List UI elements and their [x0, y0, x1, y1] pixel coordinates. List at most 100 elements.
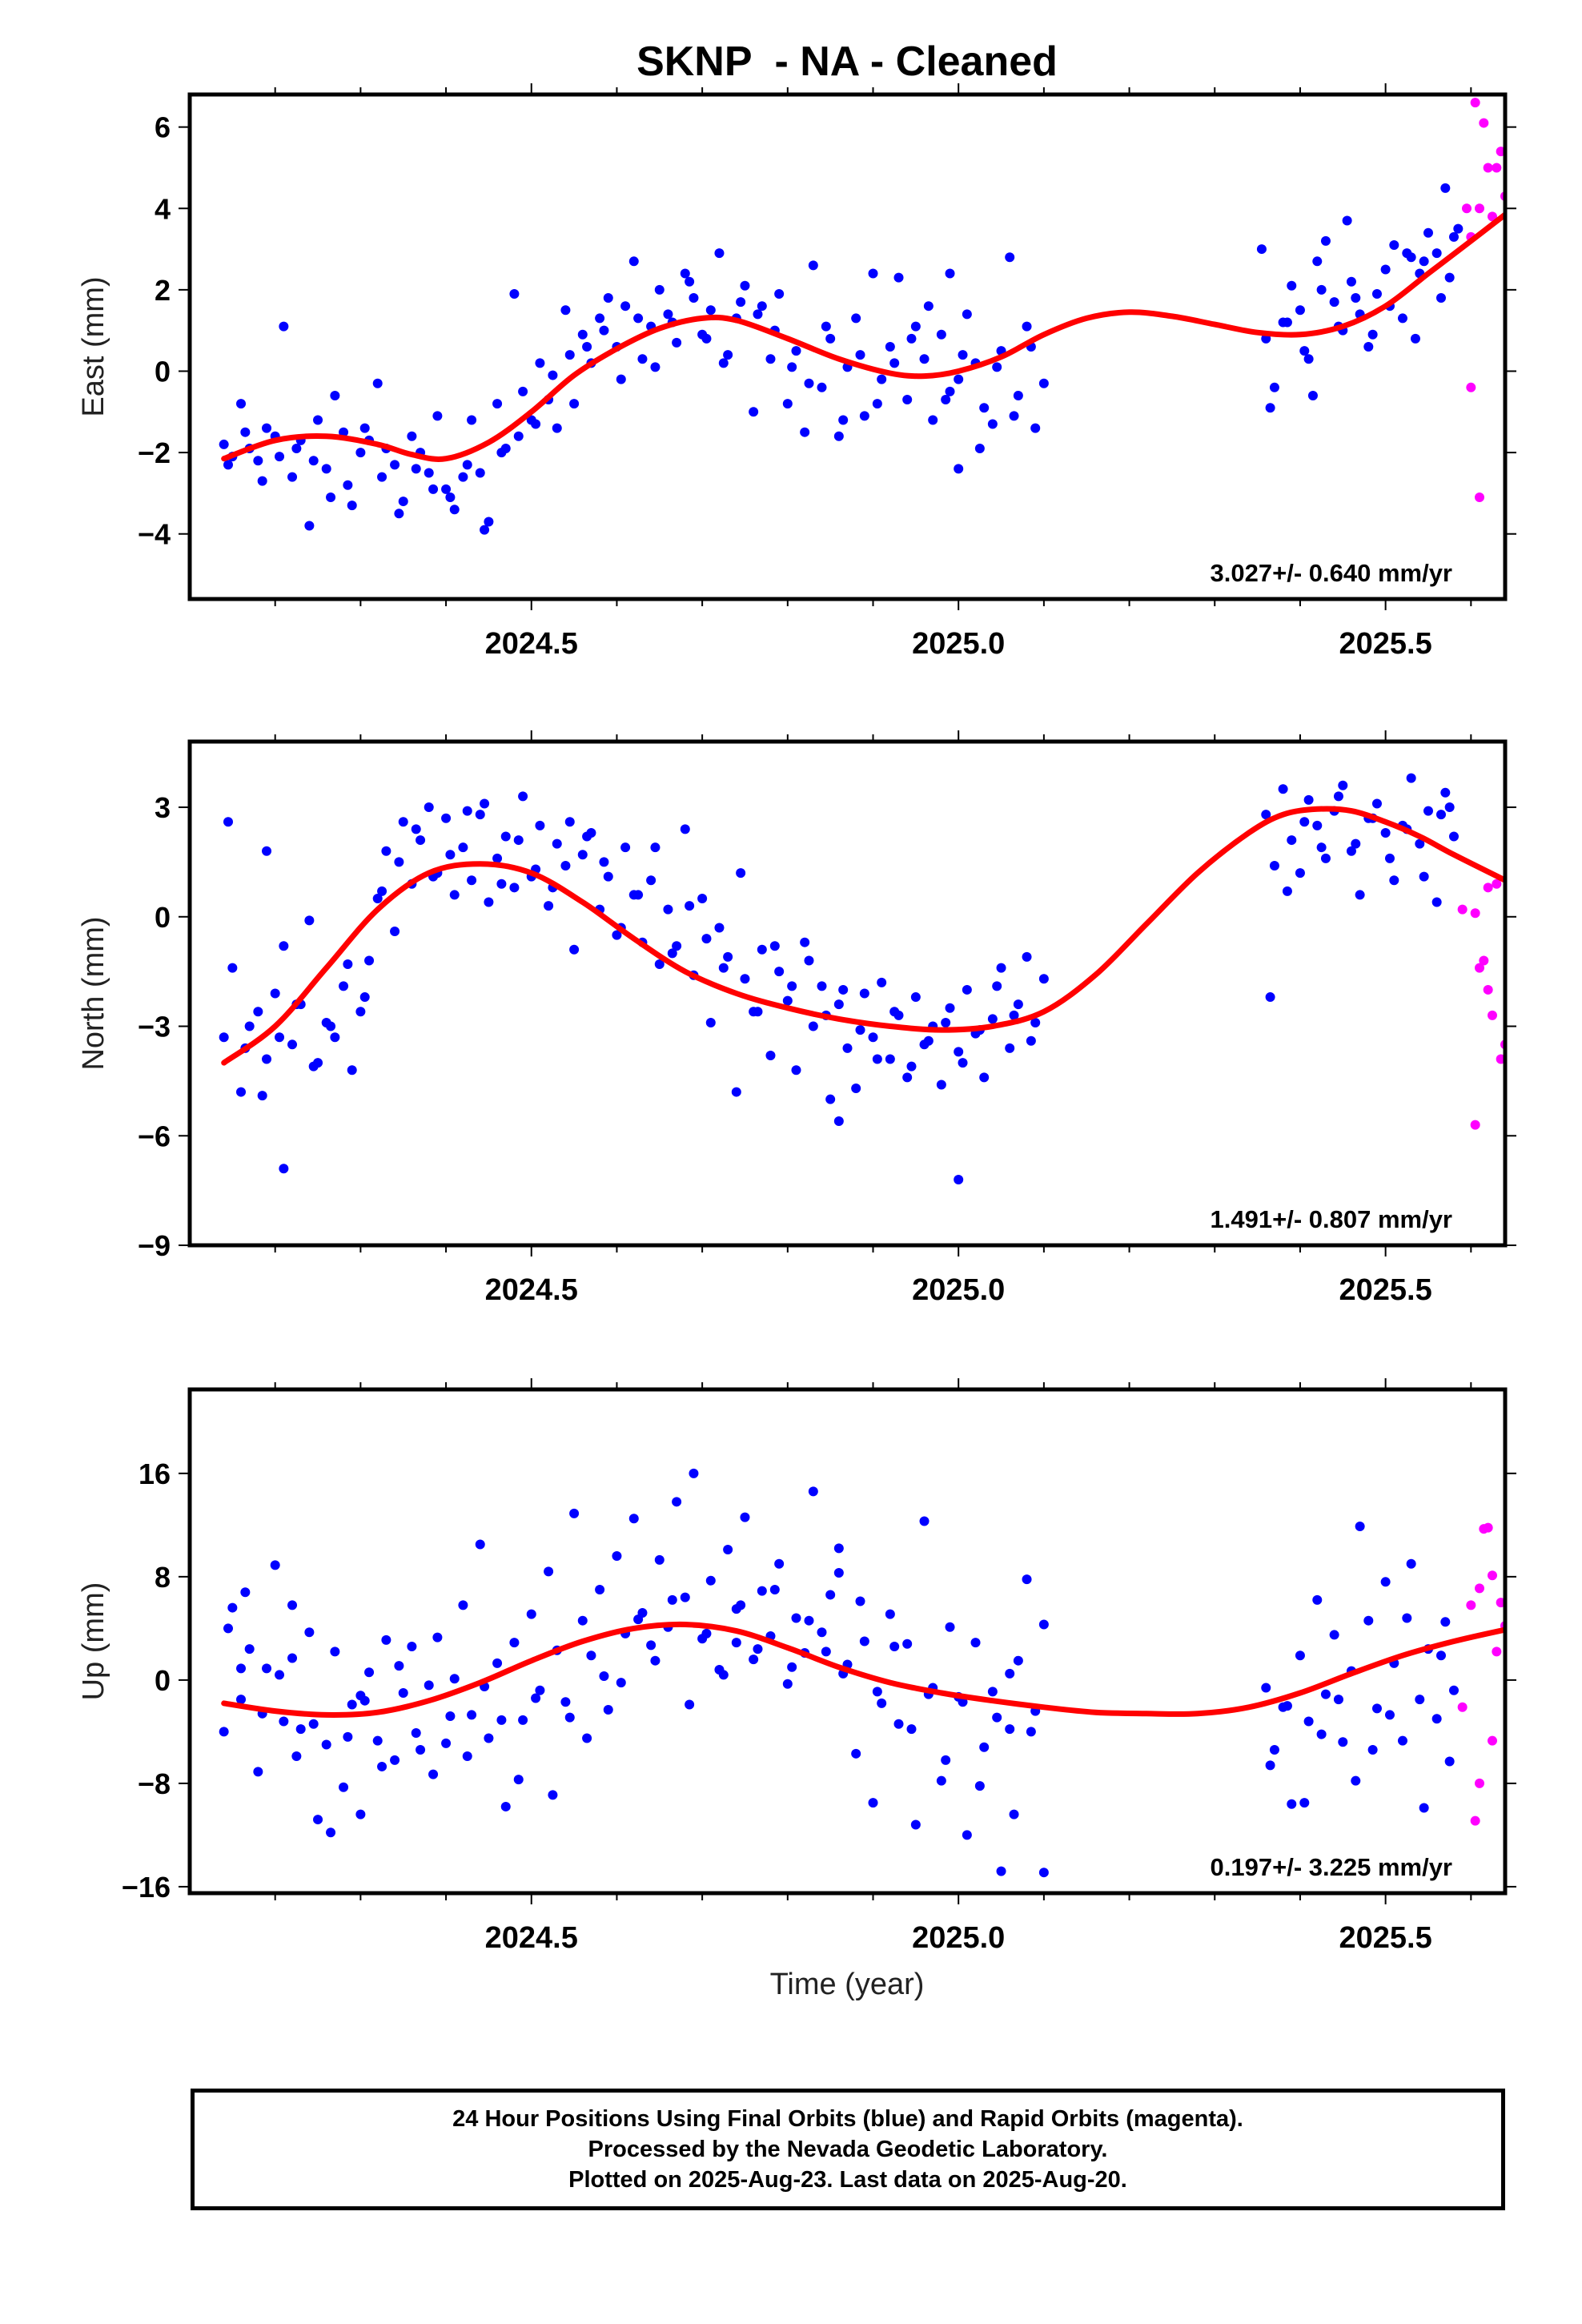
caption-line-2: Processed by the Nevada Geodetic Laborat…: [588, 2137, 1108, 2162]
final-orbit-point: [774, 967, 785, 977]
final-orbit-point: [958, 350, 968, 360]
final-orbit-point: [445, 492, 456, 502]
final-orbit-point: [377, 886, 387, 896]
final-orbit-point: [1013, 1655, 1023, 1666]
final-orbit-point: [919, 354, 930, 364]
model-curve: [221, 806, 1505, 1066]
final-orbit-point: [484, 897, 494, 907]
final-orbit-point: [326, 1827, 336, 1838]
final-orbit-point: [595, 313, 605, 324]
final-orbit-point: [1367, 1744, 1378, 1755]
final-orbit-point: [509, 883, 520, 893]
final-orbit-point: [753, 309, 763, 320]
final-orbit-point: [663, 904, 673, 915]
rapid-orbit-point: [1470, 1815, 1480, 1826]
final-orbit-point: [1397, 313, 1407, 324]
final-orbit-point: [616, 374, 626, 384]
final-orbit-point: [462, 460, 472, 470]
final-orbit-point: [817, 981, 827, 991]
caption-line-1: 24 Hour Positions Using Final Orbits (bl…: [452, 2106, 1243, 2132]
final-orbit-point: [825, 1094, 836, 1104]
final-orbit-point: [449, 1674, 460, 1684]
final-orbit-point: [787, 1662, 797, 1672]
x-tick-label: 2025.5: [1339, 1273, 1432, 1307]
final-orbit-point: [330, 390, 340, 400]
final-orbit-point: [599, 325, 609, 336]
rapid-orbit-point: [1487, 1570, 1497, 1581]
final-orbit-point: [496, 879, 507, 889]
final-orbit-point: [685, 276, 695, 287]
final-orbit-point: [1303, 794, 1314, 805]
final-orbit-point: [791, 1613, 801, 1623]
final-orbit-point: [564, 817, 575, 827]
final-orbit-point: [808, 1021, 818, 1031]
final-orbit-point: [295, 1724, 306, 1735]
final-orbit-point: [262, 1054, 272, 1064]
final-orbit-point: [855, 1596, 865, 1606]
final-orbit-point: [531, 419, 541, 429]
final-orbit-point: [923, 1035, 934, 1046]
final-orbit-point: [343, 480, 353, 490]
final-orbit-point: [1303, 354, 1314, 364]
final-orbit-point: [1384, 853, 1395, 863]
final-orbit-point: [757, 301, 767, 312]
rapid-orbit-point: [1496, 1598, 1505, 1608]
final-orbit-point: [219, 1727, 229, 1737]
final-orbit-point: [287, 1039, 298, 1050]
final-orbit-point: [1355, 1521, 1365, 1531]
y-tick-label: −3: [138, 1011, 171, 1043]
y-tick-label: −9: [138, 1229, 171, 1262]
final-orbit-point: [893, 272, 904, 283]
final-orbit-point: [339, 1782, 349, 1792]
final-orbit-point: [962, 1830, 972, 1840]
final-orbit-point: [808, 260, 818, 271]
final-orbit-point: [223, 460, 234, 470]
panel-north: 2024.5 2025.0 2025.5 −9 −6 −3 0 3 North (mm) 1.49…: [77, 730, 1516, 1307]
final-orbit-point: [941, 395, 951, 405]
final-orbit-point: [787, 362, 797, 372]
final-orbit-point: [1038, 974, 1049, 984]
final-orbit-point: [1282, 1701, 1292, 1711]
final-orbit-point: [906, 1724, 917, 1735]
final-orbit-point: [859, 411, 869, 421]
final-orbit-point: [1312, 256, 1323, 267]
final-orbit-point: [475, 1539, 485, 1550]
final-orbit-point: [650, 1655, 661, 1666]
final-orbit-point: [962, 309, 972, 320]
final-orbit-point: [407, 1641, 417, 1651]
final-orbit-point: [612, 1551, 622, 1562]
final-orbit-point: [1287, 280, 1297, 291]
final-orbit-point: [663, 309, 673, 320]
final-orbit-point: [851, 313, 861, 324]
final-orbit-point: [377, 1761, 387, 1771]
final-orbit-point: [633, 313, 644, 324]
final-orbit-point: [633, 1614, 644, 1625]
final-orbit-point: [987, 419, 998, 429]
final-orbit-point: [279, 1716, 289, 1727]
final-orbit-point: [868, 1032, 878, 1043]
final-orbit-point: [954, 1047, 964, 1057]
final-orbit-point: [765, 1050, 776, 1060]
final-orbit-point: [480, 525, 490, 535]
panel-east: 2024.5 2025.0 2025.5 −4 −2 0 2 4 6 East (mm) 3.027…: [77, 83, 1516, 661]
x-tick-label: 2025.0: [912, 1273, 1005, 1307]
final-orbit-point: [885, 1054, 895, 1064]
final-orbit-point: [1410, 333, 1420, 344]
final-orbit-point: [941, 1017, 951, 1027]
final-orbit-point: [1371, 288, 1382, 299]
final-orbit-point: [219, 439, 229, 449]
final-orbit-point: [1005, 1724, 1015, 1735]
plot-area: [219, 773, 1505, 1184]
final-orbit-point: [1026, 1727, 1036, 1737]
y-tick-label: 6: [155, 111, 171, 144]
final-orbit-point: [1320, 235, 1331, 246]
final-orbit-point: [804, 378, 814, 388]
final-orbit-point: [910, 321, 921, 332]
final-orbit-point: [945, 1622, 955, 1632]
final-orbit-point: [1402, 1613, 1412, 1623]
final-orbit-point: [954, 1174, 964, 1184]
final-orbit-point: [1448, 831, 1459, 842]
rapid-orbit-point: [1479, 955, 1489, 966]
final-orbit-point: [223, 817, 234, 827]
final-orbit-point: [842, 1043, 853, 1053]
